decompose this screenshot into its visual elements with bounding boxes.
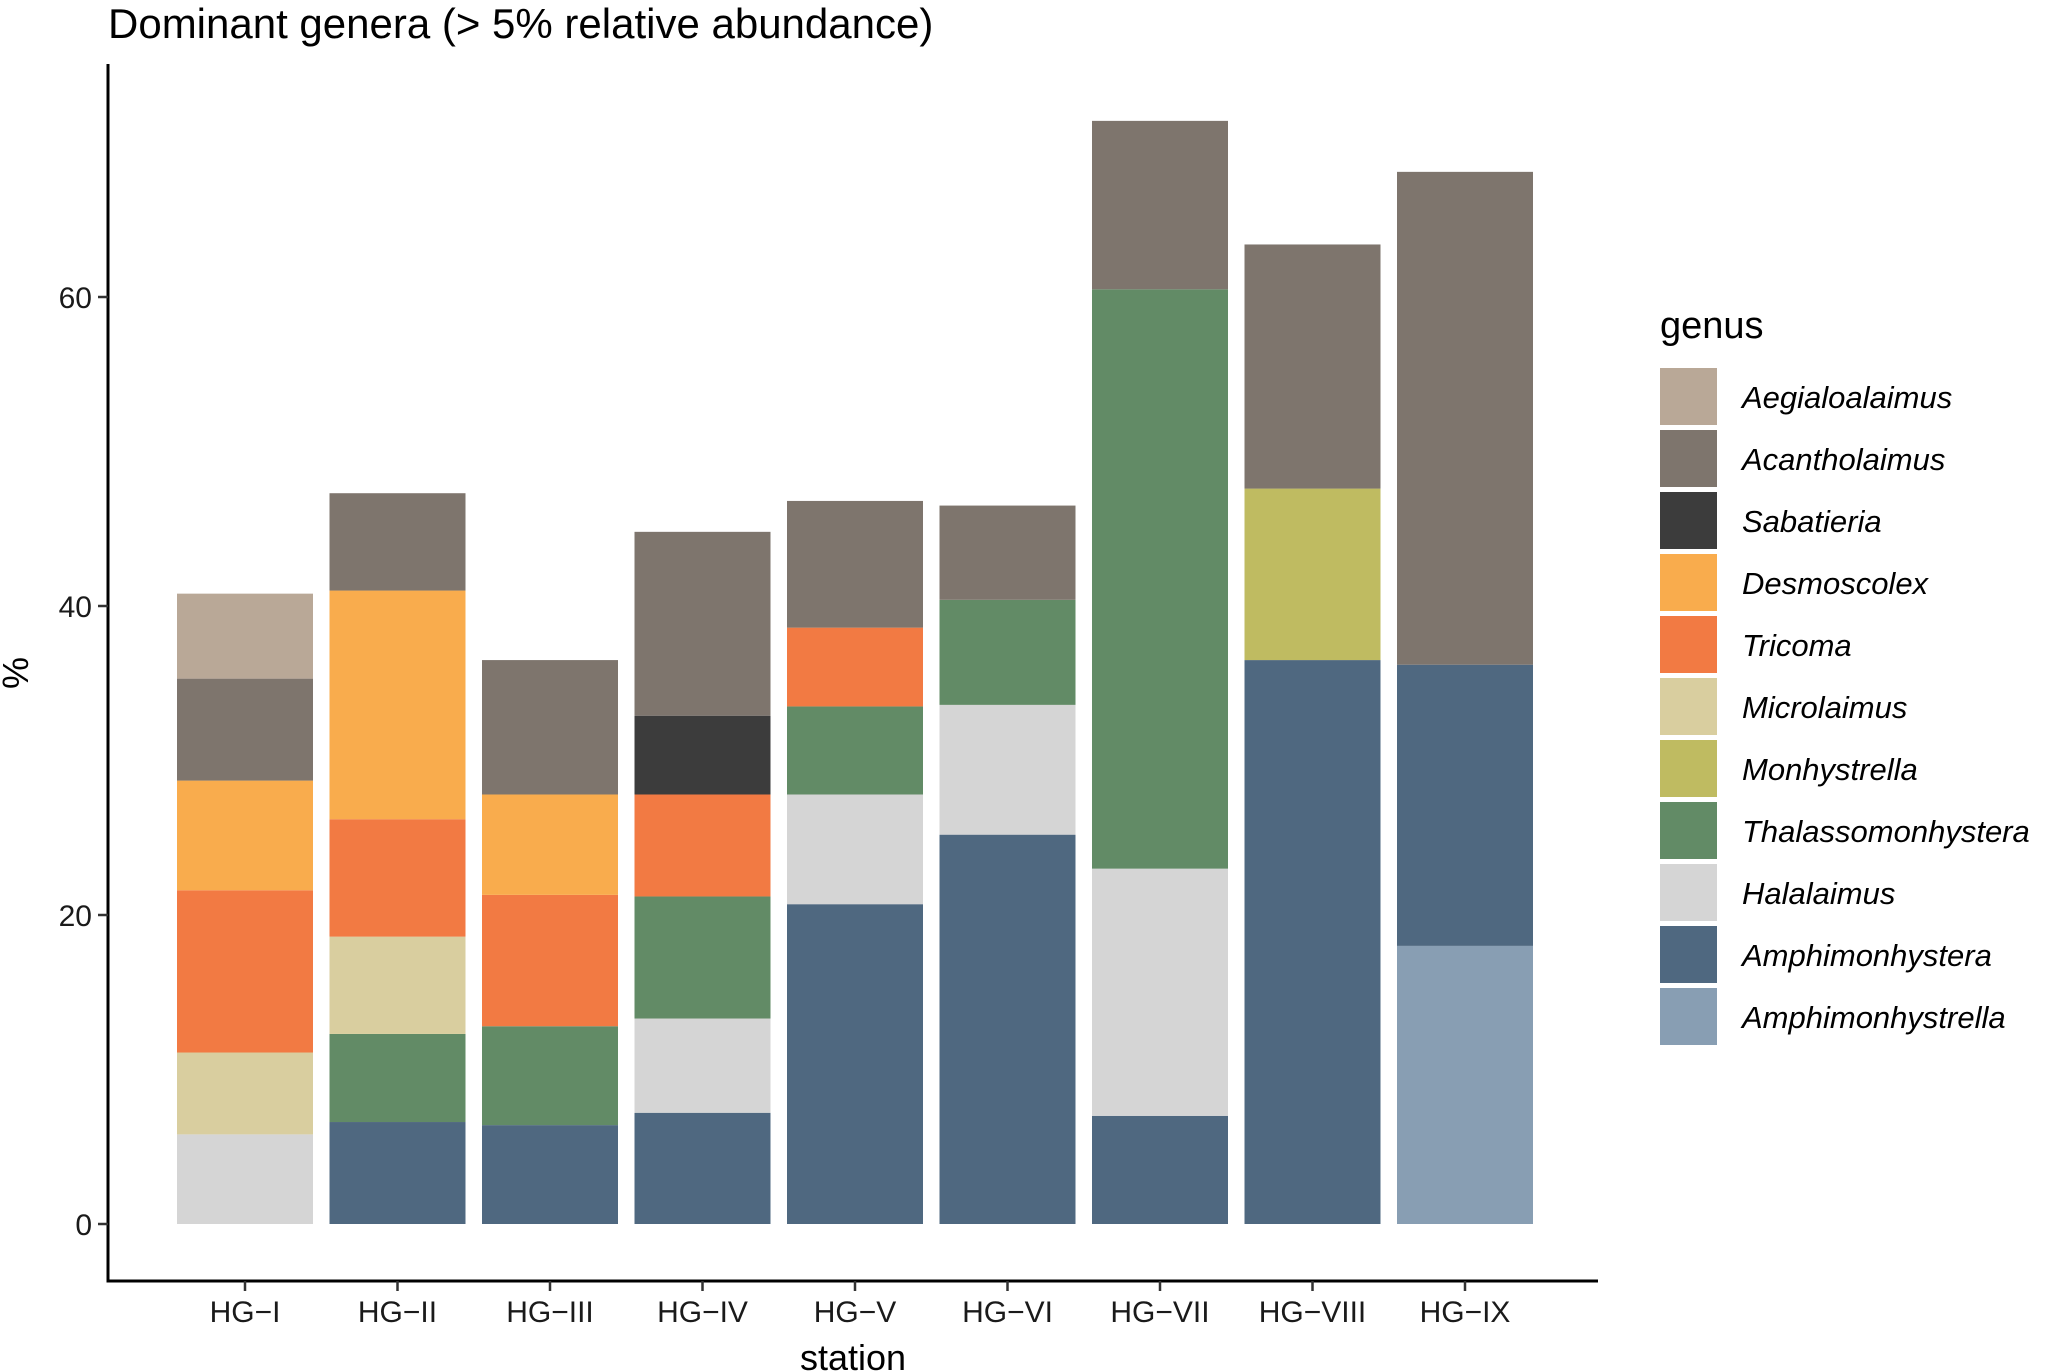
bar-segment-hg-viii-acantholaimus [1244,244,1381,489]
bar-segment-hg-vi-acantholaimus [939,505,1076,600]
y-tick-label-60: 60 [59,282,92,315]
bar-segment-hg-vi-halalaimus [939,704,1076,835]
bar-segment-hg-i-halalaimus [177,1134,313,1224]
y-tick-label-40: 40 [59,591,92,624]
legend-title: genus [1660,305,1764,347]
legend-label-acantholaimus: Acantholaimus [1740,442,1945,477]
chart-title: Dominant genera (> 5% relative abundance… [108,0,933,47]
bar-segment-hg-iv-halalaimus [634,1018,771,1113]
bar-segment-hg-ii-desmoscolex [329,590,466,820]
x-axis-ticks: HG−I HG−II HG−III HG−IV HG−V HG−VI HG−VII HG−VI… [210,1281,1511,1329]
bar-segment-hg-vii-halalaimus [1092,868,1228,1116]
legend-label-monhystrella: Monhystrella [1742,752,1918,787]
bar-segment-hg-v-halalaimus [787,794,923,905]
bar-segment-hg-i-tricoma [177,890,313,1053]
bar-segment-hg-vii-thalassomonhystera [1092,289,1228,869]
x-tick-label-hg-ii: HG−II [358,1296,437,1329]
bar-segment-hg-vii-acantholaimus [1092,120,1228,290]
bar-segment-hg-iii-amphimonhystera [482,1125,618,1224]
bar-segment-hg-i-microlaimus [177,1052,313,1135]
bar-segment-hg-ii-thalassomonhystera [329,1033,466,1123]
legend-swatch-amphimonhystera [1660,926,1717,983]
bar-segment-hg-vi-thalassomonhystera [939,599,1076,705]
bars-group [177,120,1533,1224]
y-axis-ticks: 0 20 40 60 [59,282,108,1242]
legend-swatch-desmoscolex [1660,554,1717,611]
bar-segment-hg-ix-acantholaimus [1397,171,1533,665]
x-tick-label-hg-ix: HG−IX [1420,1296,1511,1329]
y-tick-label-20: 20 [59,900,92,933]
y-axis-title: % [0,657,36,689]
bar-segment-hg-iii-desmoscolex [482,794,618,895]
bar-segment-hg-iii-acantholaimus [482,660,618,795]
bar-segment-hg-v-amphimonhystera [787,904,923,1224]
legend-swatch-tricoma [1660,616,1717,673]
bar-segment-hg-ii-acantholaimus [329,493,466,591]
bar-segment-hg-v-tricoma [787,627,923,707]
bar-segment-hg-viii-monhystrella [1244,488,1381,661]
bar-segment-hg-i-aegialoalaimus [177,593,313,679]
x-tick-label-hg-viii: HG−VIII [1259,1296,1367,1329]
x-tick-label-hg-iv: HG−IV [657,1296,748,1329]
bar-segment-hg-v-thalassomonhystera [787,706,923,795]
legend-swatch-halalaimus [1660,864,1717,921]
bar-segment-hg-ix-amphimonhystera [1397,664,1533,946]
bar-segment-hg-iii-tricoma [482,894,618,1027]
legend-swatch-amphimonhystrella [1660,988,1717,1045]
x-tick-label-hg-vii: HG−VII [1110,1296,1209,1329]
bar-segment-hg-iv-sabatieria [634,715,771,795]
legend-swatch-thalassomonhystera [1660,802,1717,859]
legend-swatch-aegialoalaimus [1660,368,1717,425]
x-tick-label-hg-i: HG−I [210,1296,281,1329]
bar-segment-hg-vi-amphimonhystera [939,834,1076,1224]
legend-swatch-microlaimus [1660,678,1717,735]
bar-segment-hg-iv-tricoma [634,794,771,897]
bar-segment-hg-ii-amphimonhystera [329,1122,466,1224]
bar-segment-hg-iii-thalassomonhystera [482,1026,618,1126]
legend: Aegialoalaimus Acantholaimus Sabatieria Des… [1660,368,2030,1045]
bar-segment-hg-ix-amphimonhystrella [1397,945,1533,1224]
y-tick-label-0: 0 [75,1209,92,1242]
bar-segment-hg-vii-amphimonhystera [1092,1115,1228,1224]
bar-segment-hg-ii-tricoma [329,819,466,937]
legend-swatch-sabatieria [1660,492,1717,549]
bar-segment-hg-iv-acantholaimus [634,531,771,716]
bar-segment-hg-viii-amphimonhystera [1244,660,1381,1224]
legend-label-tricoma: Tricoma [1742,628,1852,663]
bar-segment-hg-i-acantholaimus [177,678,313,781]
bar-segment-hg-iv-thalassomonhystera [634,896,771,1019]
x-tick-label-hg-iii: HG−III [506,1296,594,1329]
legend-label-amphimonhystrella: Amphimonhystrella [1740,1000,2006,1035]
legend-label-sabatieria: Sabatieria [1742,504,1882,539]
bar-segment-hg-iv-amphimonhystera [634,1112,771,1224]
bar-segment-hg-ii-microlaimus [329,936,466,1034]
x-axis-title: station [800,1337,906,1372]
legend-label-microlaimus: Microlaimus [1742,690,1907,725]
x-tick-label-hg-vi: HG−VI [962,1296,1053,1329]
legend-label-thalassomonhystera: Thalassomonhystera [1742,814,2030,849]
bar-segment-hg-i-desmoscolex [177,780,313,891]
x-tick-label-hg-v: HG−V [814,1296,897,1329]
legend-label-aegialoalaimus: Aegialoalaimus [1740,380,1952,415]
legend-label-amphimonhystera: Amphimonhystera [1740,938,1992,973]
legend-label-halalaimus: Halalaimus [1742,876,1895,911]
legend-swatch-acantholaimus [1660,430,1717,487]
legend-label-desmoscolex: Desmoscolex [1742,566,1930,601]
legend-swatch-monhystrella [1660,740,1717,797]
bar-segment-hg-v-acantholaimus [787,500,923,628]
